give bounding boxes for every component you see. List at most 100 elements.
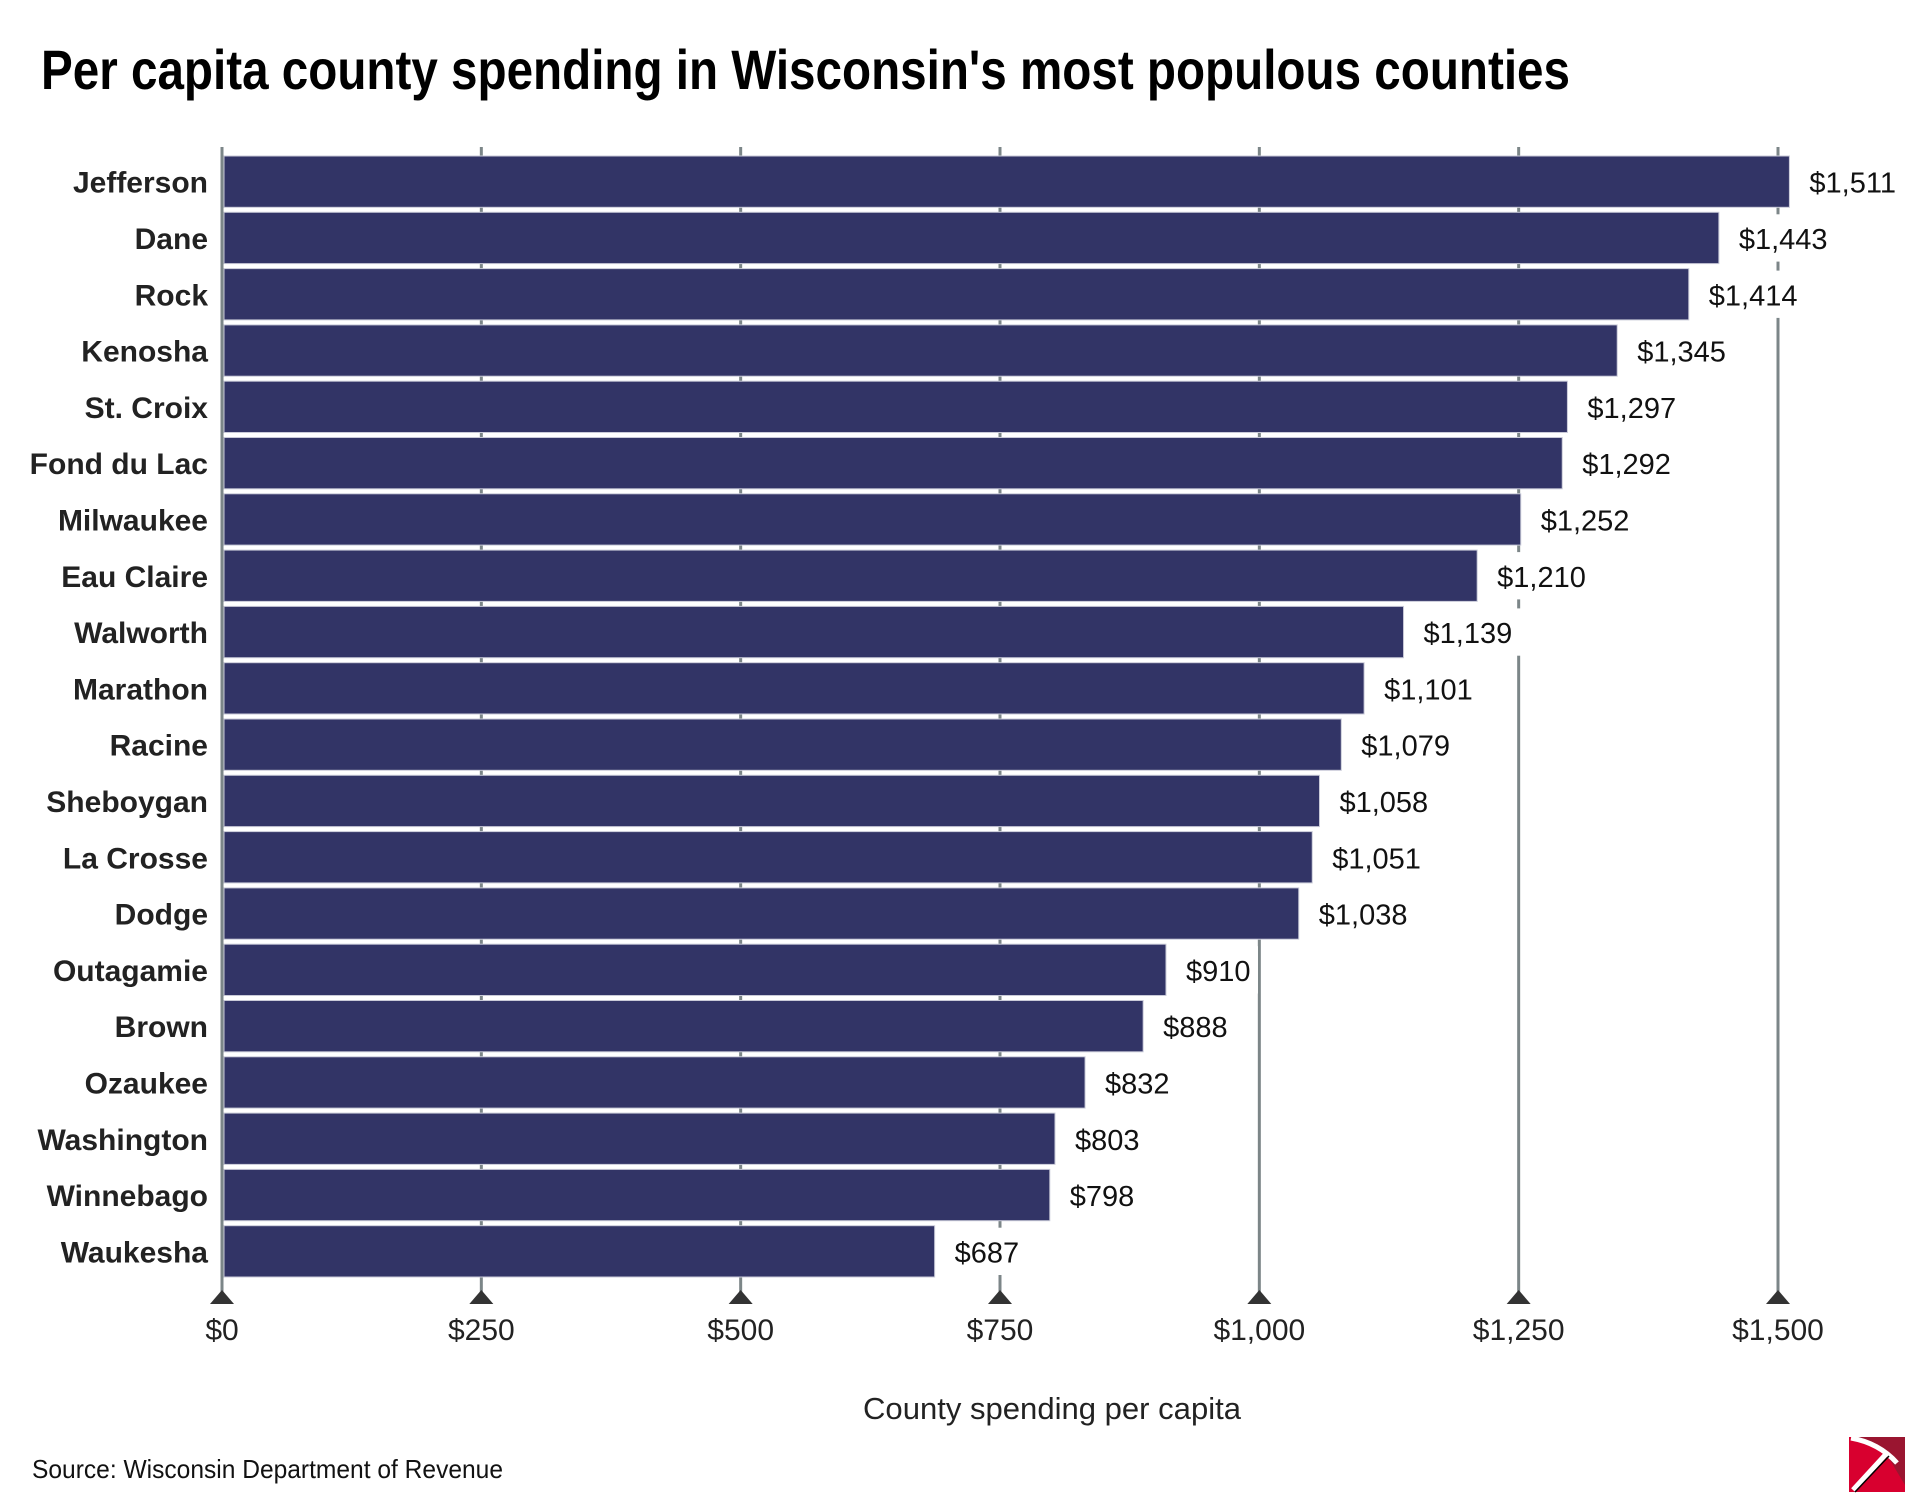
bar <box>223 493 1522 546</box>
x-tick-label: $0 <box>205 1314 238 1347</box>
category-label: Jefferson <box>73 167 208 200</box>
bar <box>223 437 1563 490</box>
category-label: Walworth <box>74 617 208 650</box>
value-label: $1,345 <box>1637 337 1726 369</box>
x-tick-label: $250 <box>448 1314 515 1347</box>
value-label: $1,058 <box>1339 787 1428 819</box>
value-label-background <box>1157 1002 1236 1050</box>
x-tick-label: $750 <box>967 1314 1034 1347</box>
value-label-background <box>1631 326 1742 375</box>
value-label: $1,051 <box>1332 843 1421 875</box>
chart-title: Per capita county spending in Wisconsin'… <box>41 38 1570 101</box>
category-label: Dodge <box>115 899 208 932</box>
x-axis-ticks: $0 $250 $500 $750 $1,000 $1,250 $1,500 <box>205 1290 1824 1347</box>
logo-pick-shadow <box>1854 1455 1890 1493</box>
tick-marker <box>1247 1290 1272 1304</box>
logo-pick-handle <box>1851 1451 1889 1492</box>
category-label: Eau Claire <box>61 561 208 594</box>
category-label: Waukesha <box>61 1236 209 1269</box>
bar <box>223 1000 1144 1053</box>
value-label-background <box>1803 158 1914 206</box>
x-tick-label: $500 <box>707 1314 774 1347</box>
category-label: Outagamie <box>53 955 208 988</box>
tick-marker <box>988 1290 1012 1304</box>
category-label: Brown <box>115 1011 208 1044</box>
x-axis-title: County spending per capita <box>863 1391 1242 1426</box>
bar <box>223 268 1690 321</box>
value-label-background <box>1534 495 1645 544</box>
bar <box>223 831 1313 884</box>
value-label: $1,414 <box>1709 280 1798 312</box>
bar <box>223 943 1167 997</box>
category-label: Washington <box>37 1124 208 1157</box>
bar <box>223 155 1790 208</box>
category-label: Marathon <box>73 673 208 706</box>
category-label: Milwaukee <box>58 504 208 537</box>
value-label-background <box>1099 1058 1178 1107</box>
value-label-background <box>1378 664 1489 712</box>
value-labels: $1,511 $1,443 $1,414 $1,345 $1,297 $1,292 $1,2… <box>948 158 1914 1275</box>
value-label: $1,292 <box>1582 449 1671 481</box>
bar <box>223 549 1478 602</box>
value-label-background <box>1068 1115 1147 1163</box>
value-label-background <box>1576 439 1687 487</box>
category-label: Rock <box>135 279 209 312</box>
value-label-background <box>1063 1171 1142 1219</box>
value-label: $1,511 <box>1809 168 1896 200</box>
bar <box>223 1225 936 1278</box>
value-label-background <box>1312 889 1423 938</box>
bar <box>223 1168 1051 1222</box>
x-tick-label: $1,000 <box>1213 1314 1305 1347</box>
x-tick-label: $1,250 <box>1473 1314 1565 1347</box>
value-label-background <box>1491 552 1602 600</box>
value-label: $798 <box>1070 1181 1135 1213</box>
value-label: $1,038 <box>1319 900 1408 932</box>
bar <box>223 1056 1086 1109</box>
bar <box>223 718 1342 771</box>
bar <box>223 324 1618 377</box>
value-label: $1,443 <box>1739 224 1828 256</box>
tick-marker <box>1506 1290 1531 1304</box>
value-label-background <box>1179 946 1258 994</box>
bar <box>223 887 1300 940</box>
category-label: St. Croix <box>85 392 209 425</box>
value-label: $1,297 <box>1587 393 1676 425</box>
tick-marker <box>210 1290 234 1304</box>
bar <box>223 380 1568 434</box>
x-tick-label: $1,500 <box>1732 1314 1824 1347</box>
category-label: Ozaukee <box>85 1067 208 1100</box>
category-label: Kenosha <box>81 336 208 369</box>
value-label-background <box>1581 383 1692 431</box>
value-label: $1,079 <box>1361 731 1450 763</box>
value-label: $803 <box>1075 1125 1140 1157</box>
bar <box>223 774 1320 828</box>
value-label: $910 <box>1186 956 1251 988</box>
category-label: La Crosse <box>63 842 208 875</box>
bar <box>223 211 1720 265</box>
value-label: $888 <box>1163 1012 1228 1044</box>
value-label: $687 <box>955 1237 1020 1269</box>
value-label: $1,139 <box>1424 618 1513 650</box>
value-label-background <box>1732 214 1843 262</box>
value-label-background <box>1702 270 1813 318</box>
tick-marker <box>469 1290 494 1304</box>
value-label: $1,101 <box>1384 674 1473 706</box>
source-note: Source: Wisconsin Department of Revenue <box>32 1454 503 1484</box>
category-label: Sheboygan <box>46 786 208 819</box>
value-label-background <box>1355 721 1466 769</box>
category-label: Fond du Lac <box>30 448 208 481</box>
logo-pick-head <box>1850 1435 1899 1465</box>
category-label: Dane <box>135 223 208 256</box>
value-label-background <box>1326 833 1437 881</box>
category-label: Winnebago <box>47 1180 208 1213</box>
value-label: $1,252 <box>1541 505 1630 537</box>
value-label-background <box>1417 608 1528 656</box>
category-label: Racine <box>110 730 208 763</box>
tick-marker <box>728 1290 753 1304</box>
category-labels: Jefferson Dane Rock Kenosha St. Croix Fond du… <box>30 167 209 1270</box>
bar <box>223 662 1365 715</box>
bar <box>223 1112 1056 1165</box>
logo-corner <box>1857 1437 1905 1485</box>
value-label: $832 <box>1105 1068 1170 1100</box>
